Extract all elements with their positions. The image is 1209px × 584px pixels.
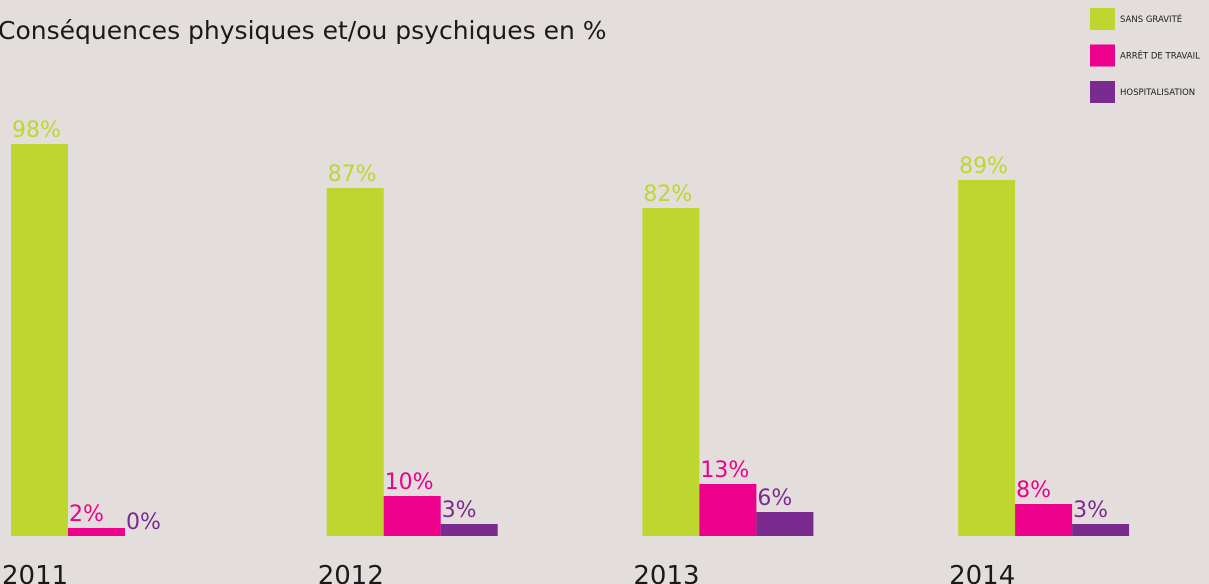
x-tick-label: 2012 (318, 561, 384, 584)
chart-title: Conséquences physiques et/ou psychiques … (0, 16, 607, 45)
bar (699, 484, 757, 536)
legend-swatch (1090, 8, 1115, 30)
bar (1015, 504, 1073, 536)
bar (1072, 524, 1130, 536)
bar (642, 208, 700, 536)
value-label: 8% (1016, 478, 1051, 503)
value-label: 2% (69, 502, 104, 527)
value-label: 3% (1073, 498, 1108, 523)
legend-label: SANS GRAVITÉ (1120, 13, 1182, 25)
x-tick-label: 2011 (2, 561, 68, 584)
legend-swatch (1090, 81, 1115, 103)
value-label: 89% (959, 154, 1008, 179)
legend-label: ARRÊT DE TRAVAIL (1120, 50, 1200, 62)
x-tick-label: 2014 (949, 561, 1015, 584)
bar (958, 180, 1016, 536)
bar (68, 528, 125, 536)
x-tick-label: 2013 (633, 561, 699, 584)
value-label: 0% (126, 510, 161, 535)
value-label: 6% (757, 486, 792, 511)
bar (756, 512, 814, 536)
value-label: 87% (328, 162, 377, 187)
legend-swatch (1090, 44, 1115, 67)
value-label: 3% (442, 498, 477, 523)
bar (326, 188, 384, 536)
value-label: 10% (385, 470, 434, 495)
bar (11, 144, 68, 536)
value-label: 98% (12, 118, 61, 143)
legend-label: HOSPITALISATION (1120, 88, 1195, 98)
bar (383, 496, 441, 536)
value-label: 82% (643, 182, 692, 207)
value-label: 13% (700, 458, 749, 483)
bar (440, 524, 498, 536)
